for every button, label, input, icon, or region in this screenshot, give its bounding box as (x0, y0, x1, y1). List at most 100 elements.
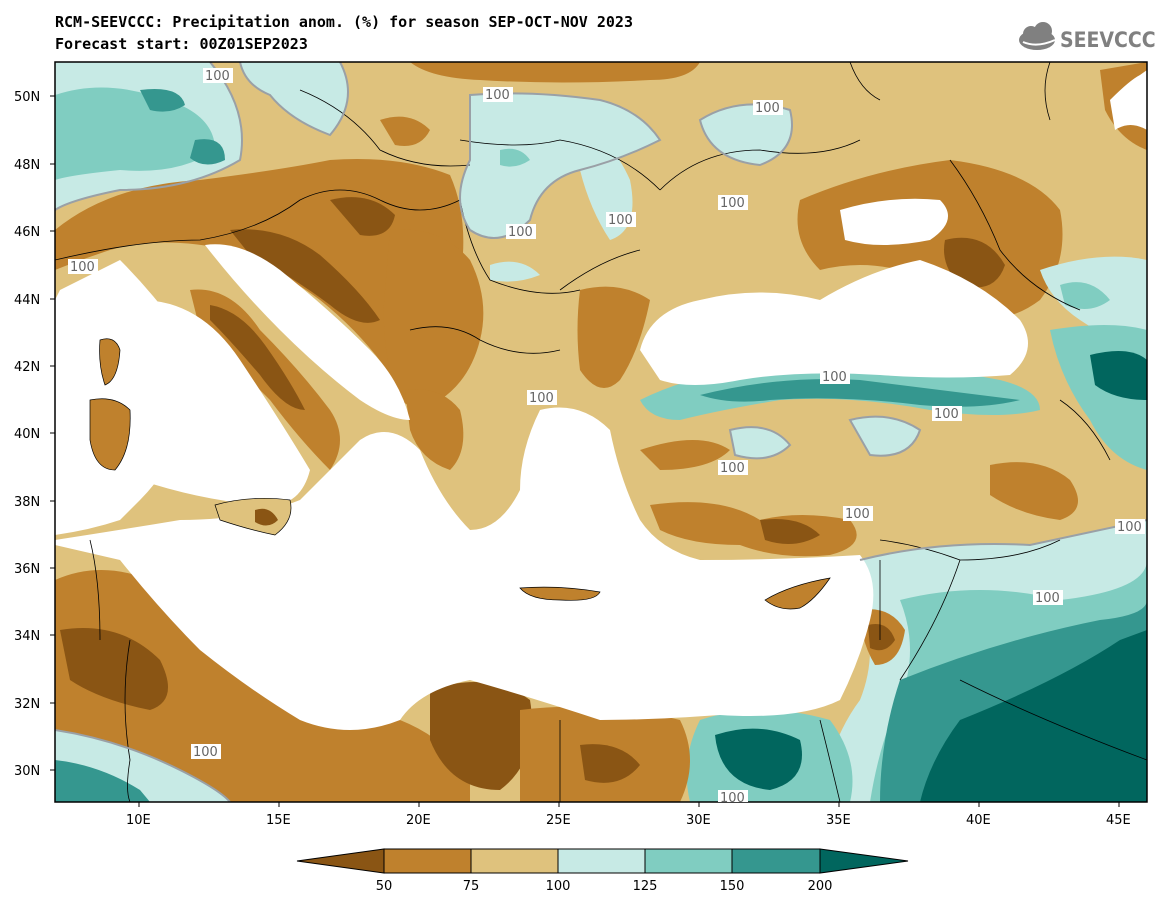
band-50-75 (383, 229, 484, 408)
band-lt50 (230, 229, 380, 323)
lat-label: 44N (14, 293, 40, 308)
sicily (214, 497, 292, 536)
contour-label: 100 (193, 745, 218, 760)
colorbar-ticks: 50 75 100 125 150 200 (376, 879, 833, 894)
forecast-start-label: Forecast start: 00Z01SEP2023 (55, 35, 308, 53)
cloud-icon (1019, 22, 1056, 50)
lon-label: 20E (406, 813, 431, 828)
band-gt200 (920, 630, 1147, 802)
contour-label: 100 (1117, 520, 1142, 535)
band-125-150 (500, 148, 530, 167)
seevccc-logo: SEEVCCC (1019, 22, 1155, 52)
colorbar-gt200 (819, 848, 909, 874)
band-50-75 (405, 389, 464, 470)
contour-label: 100 (608, 213, 633, 228)
sardinia (89, 398, 131, 471)
lon-label: 30E (686, 813, 711, 828)
colorbar-50-75 (383, 848, 472, 874)
lat-label: 36N (14, 562, 40, 577)
contour-label: 100 (822, 370, 847, 385)
country-borders (55, 62, 1147, 802)
colorbar-tick: 100 (546, 879, 571, 894)
band-lt50 (760, 519, 820, 544)
colorbar-100-125 (557, 848, 646, 874)
band-50-75 (410, 62, 700, 83)
contour-label: 100 (720, 461, 745, 476)
band-lt50 (868, 624, 895, 651)
contour-label: 100 (529, 391, 554, 406)
band-lt50 (580, 744, 640, 783)
corsica (99, 338, 121, 386)
lon-label: 15E (266, 813, 291, 828)
band-100-125 (240, 62, 348, 135)
tyrrhenian-sea (126, 300, 311, 506)
contour-100 (55, 62, 1147, 802)
contour-labels: 100 100 100 100 100 100 100 100 100 100 … (68, 68, 1145, 806)
adriatic-sea (205, 244, 410, 420)
contour-label: 100 (485, 88, 510, 103)
cyprus (764, 577, 831, 610)
colorbar-tick: 200 (808, 879, 833, 894)
band-150-200 (700, 379, 1020, 407)
band-50-75 (990, 462, 1078, 520)
contour-label: 100 (755, 101, 780, 116)
map-frame (54, 61, 1148, 803)
band-150-200 (190, 139, 225, 165)
band-100-125 (490, 261, 540, 282)
colorbar-tick: 75 (463, 879, 480, 894)
black-sea (640, 260, 1028, 385)
lat-label: 50N (14, 90, 40, 105)
band-lt50 (255, 508, 278, 526)
colorbar-tick: 150 (720, 879, 745, 894)
lat-label: 30N (14, 764, 40, 779)
colorbar-150-200 (731, 848, 821, 874)
contour-label: 100 (508, 225, 533, 240)
band-125-150 (55, 87, 215, 180)
lat-label: 40N (14, 427, 40, 442)
band-150-200 (55, 760, 150, 802)
crete (519, 586, 601, 601)
band-150-200 (140, 89, 185, 112)
lat-label: 42N (14, 360, 40, 375)
ionian-aegean-sea (55, 407, 874, 730)
colorbar-75-100 (470, 848, 559, 874)
band-lt50 (210, 305, 305, 410)
contour-label: 100 (70, 260, 95, 275)
band-50-75 (650, 502, 857, 557)
map-title: RCM-SEEVCCC: Precipitation anom. (%) for… (55, 13, 633, 31)
caspian-sea (1110, 70, 1147, 130)
lat-label: 32N (14, 697, 40, 712)
band-100-125 (730, 427, 790, 459)
colorbar-lt50 (296, 848, 385, 874)
band-125-150 (1060, 282, 1110, 309)
contour-label: 100 (845, 507, 870, 522)
colorbar-tick: 50 (376, 879, 393, 894)
band-lt50 (944, 237, 1005, 288)
lon-label: 10E (126, 813, 151, 828)
contour-label: 100 (720, 791, 745, 806)
lat-label: 38N (14, 495, 40, 510)
colorbar (296, 848, 909, 874)
colorbar-125-150 (644, 848, 733, 874)
latitude-axis: 50N 48N 46N 44N 42N 40N 38N 36N 34N 32N … (14, 90, 55, 779)
lat-label: 46N (14, 225, 40, 240)
lat-label: 34N (14, 629, 40, 644)
band-gt200 (715, 728, 802, 790)
band-lt50 (430, 682, 532, 790)
lon-label: 35E (826, 813, 851, 828)
lat-label: 48N (14, 158, 40, 173)
band-lt50 (60, 628, 168, 710)
contour-label: 100 (205, 69, 230, 84)
contour-label: 100 (1035, 591, 1060, 606)
band-50-75 (380, 116, 430, 146)
band-lt50 (330, 197, 395, 236)
band-gt200 (1090, 351, 1147, 400)
colorbar-tick: 125 (633, 879, 658, 894)
band-50-75 (640, 440, 730, 470)
sea-of-azov (840, 198, 948, 245)
band-50-75 (577, 286, 650, 388)
contour-label: 100 (934, 407, 959, 422)
lon-label: 40E (966, 813, 991, 828)
band-100-125 (850, 416, 920, 456)
